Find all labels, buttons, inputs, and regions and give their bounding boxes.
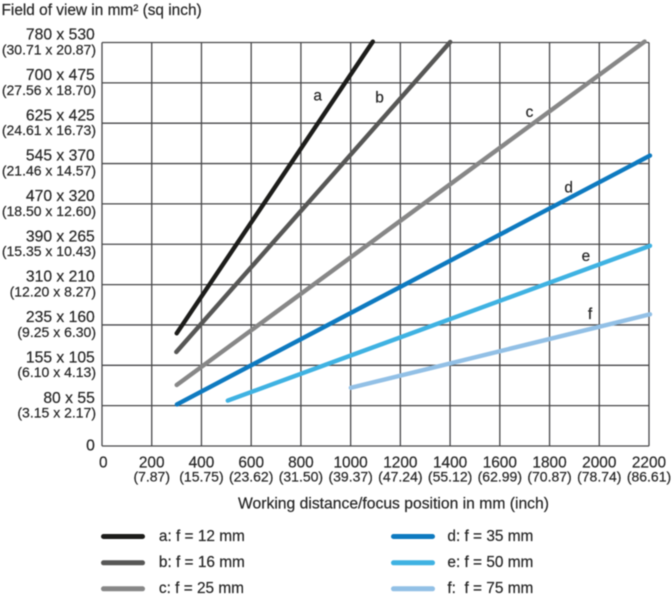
- svg-text:0: 0: [99, 454, 108, 471]
- svg-text:(21.46 x 14.57): (21.46 x 14.57): [2, 162, 96, 178]
- svg-text:d: f = 35 mm: d: f = 35 mm: [447, 528, 533, 545]
- svg-text:155 x 105: 155 x 105: [26, 349, 95, 366]
- svg-text:545 x 370: 545 x 370: [26, 148, 95, 165]
- svg-text:Field of view in mm² (sq inch): Field of view in mm² (sq inch): [2, 2, 202, 19]
- svg-text:390 x 265: 390 x 265: [26, 228, 95, 245]
- svg-text:700 x 475: 700 x 475: [26, 67, 95, 84]
- svg-text:1800: 1800: [532, 454, 566, 471]
- svg-text:e: f = 50 mm: e: f = 50 mm: [447, 554, 533, 571]
- svg-text:(7.87): (7.87): [133, 469, 170, 485]
- svg-text:e: e: [582, 248, 591, 265]
- svg-text:(70.87): (70.87): [527, 469, 571, 485]
- svg-text:1200: 1200: [383, 454, 417, 471]
- svg-text:235 x 160: 235 x 160: [26, 309, 95, 326]
- svg-text:625 x 425: 625 x 425: [26, 107, 95, 124]
- svg-text:470 x 320: 470 x 320: [26, 188, 95, 205]
- svg-text:0: 0: [86, 437, 95, 454]
- svg-text:200: 200: [139, 454, 165, 471]
- svg-text:Working distance/focus positio: Working distance/focus position in mm (i…: [238, 496, 549, 513]
- svg-text:(18.50 x 12.60): (18.50 x 12.60): [2, 203, 96, 219]
- svg-text:(86.61): (86.61): [627, 469, 671, 485]
- svg-text:(9.25 x 6.30): (9.25 x 6.30): [17, 324, 96, 340]
- svg-text:(6.10 x 4.13): (6.10 x 4.13): [17, 364, 96, 380]
- svg-text:c: f = 25 mm: c: f = 25 mm: [159, 580, 244, 597]
- svg-text:f: f = 75 mm: f: f = 75 mm: [447, 580, 533, 597]
- svg-text:c: c: [526, 104, 534, 121]
- svg-text:1400: 1400: [433, 454, 467, 471]
- svg-text:(24.61 x 16.73): (24.61 x 16.73): [2, 122, 96, 138]
- svg-text:(47.24): (47.24): [378, 469, 422, 485]
- svg-text:(55.12): (55.12): [428, 469, 472, 485]
- svg-text:d: d: [564, 179, 573, 196]
- svg-text:400: 400: [189, 454, 215, 471]
- svg-text:(62.99): (62.99): [478, 469, 522, 485]
- svg-text:2200: 2200: [632, 454, 666, 471]
- svg-text:b: f = 16 mm: b: f = 16 mm: [159, 554, 245, 571]
- svg-text:(27.56 x 18.70): (27.56 x 18.70): [2, 82, 96, 98]
- svg-text:780 x 530: 780 x 530: [26, 27, 95, 44]
- svg-text:b: b: [375, 89, 384, 106]
- svg-text:1600: 1600: [483, 454, 517, 471]
- svg-text:(31.50): (31.50): [279, 469, 323, 485]
- svg-text:(3.15 x 2.17): (3.15 x 2.17): [17, 405, 96, 421]
- svg-text:(78.74): (78.74): [577, 469, 621, 485]
- svg-text:(12.20 x 8.27): (12.20 x 8.27): [10, 284, 96, 300]
- svg-text:800: 800: [288, 454, 314, 471]
- svg-text:(23.62): (23.62): [229, 469, 273, 485]
- svg-text:a: f = 12 mm: a: f = 12 mm: [159, 528, 245, 545]
- svg-text:310 x 210: 310 x 210: [26, 269, 95, 286]
- svg-text:1000: 1000: [334, 454, 368, 471]
- svg-text:(39.37): (39.37): [328, 469, 372, 485]
- svg-text:a: a: [313, 88, 322, 105]
- svg-text:(15.75): (15.75): [179, 469, 223, 485]
- svg-text:600: 600: [238, 454, 264, 471]
- svg-text:f: f: [588, 306, 593, 323]
- svg-text:2000: 2000: [582, 454, 616, 471]
- svg-text:(15.35 x 10.43): (15.35 x 10.43): [2, 243, 96, 259]
- svg-text:(30.71 x 20.87): (30.71 x 20.87): [2, 41, 96, 57]
- svg-text:80 x 55: 80 x 55: [43, 390, 95, 407]
